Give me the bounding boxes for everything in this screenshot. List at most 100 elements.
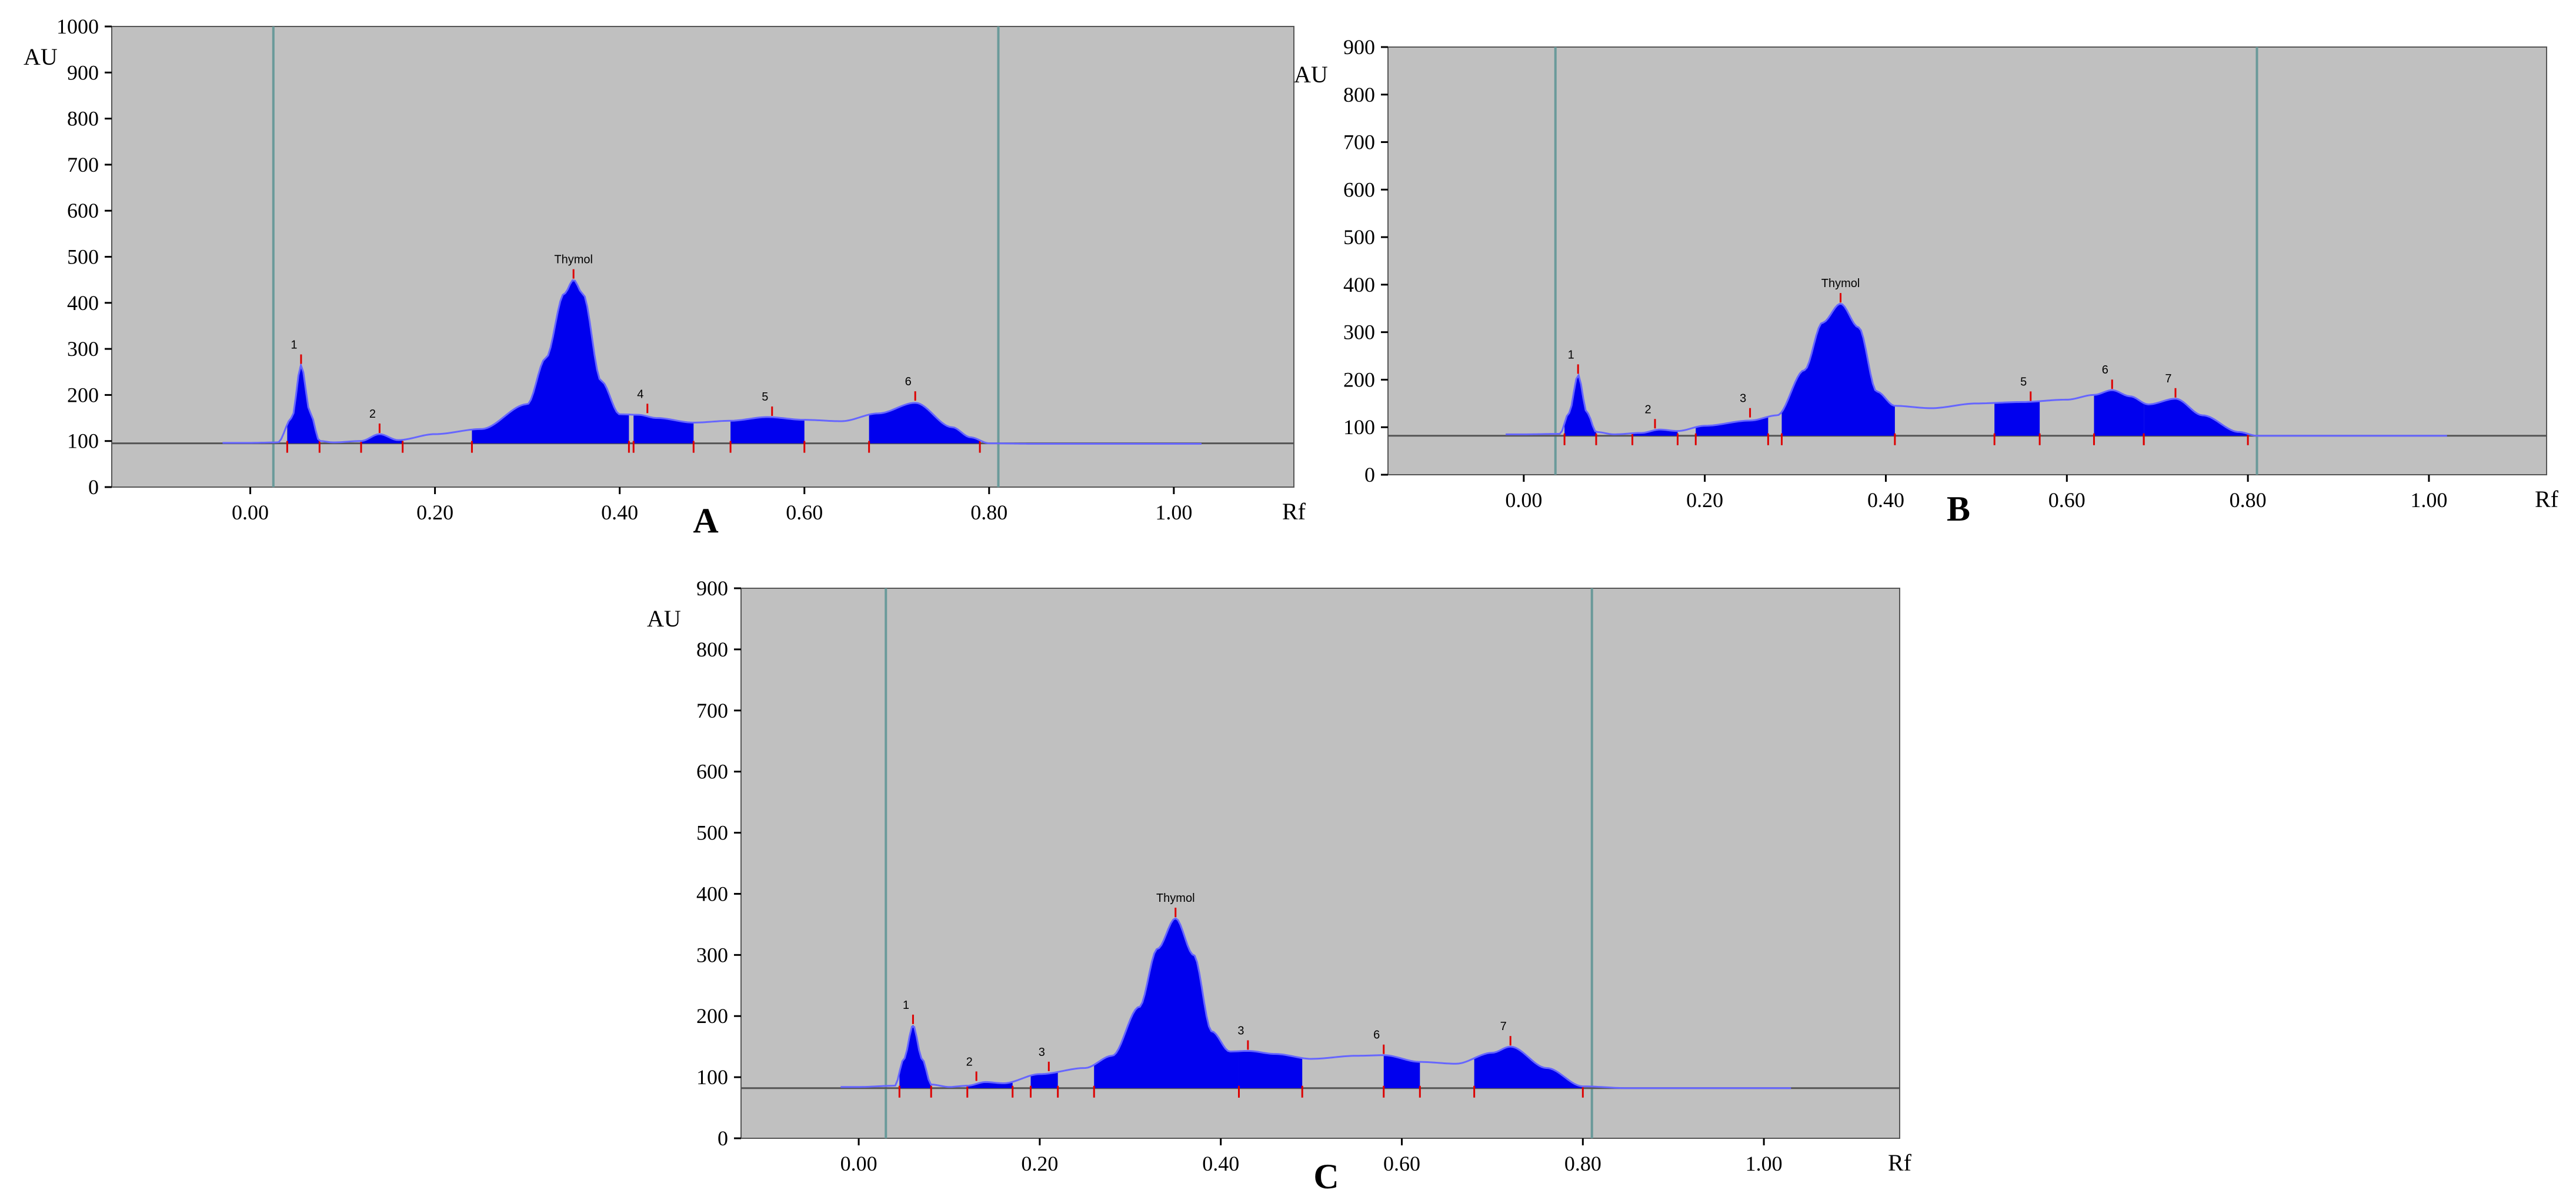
panel-a-x-tick-label: 0.20 <box>416 501 453 524</box>
panel-b-peak-area <box>2094 390 2144 436</box>
panel-b-plot-area <box>1387 46 2547 475</box>
panel-a-y-tick-label: 200 <box>67 383 99 406</box>
panel-c-y-axis-label: AU <box>647 605 681 632</box>
panel-a-x-axis-label: Rf <box>1282 498 1306 525</box>
panel-c-peak-label: 3 <box>1039 1046 1045 1059</box>
panel-a: 0 100 200 300 400 500 600 700 800 900 1000 0.00 0.20… <box>24 15 1306 540</box>
panel-a-y-tick-label: 600 <box>67 199 99 222</box>
panel-b-peak-area <box>1781 304 1895 436</box>
panel-b-peak-label: 3 <box>1740 392 1746 405</box>
panel-b-peak-label: 2 <box>1644 403 1651 416</box>
panel-a-x-tick-label: 0.40 <box>601 501 638 524</box>
panel-a-x-tick-label: 1.00 <box>1155 501 1192 524</box>
panel-b-x-tick-label: 0.80 <box>2230 488 2267 512</box>
panel-a-y-tick-label: 300 <box>67 337 99 361</box>
panel-c-y-tick-label: 200 <box>696 1004 728 1028</box>
panel-b-y-tick-label: 400 <box>1343 273 1375 296</box>
panel-c-trace-line <box>840 917 1791 1089</box>
panel-c-peak-label: Thymol <box>1156 892 1195 905</box>
panel-a-plot-area <box>111 26 1294 488</box>
panel-c-y-tick-label: 700 <box>696 699 728 722</box>
panel-a-peak-area <box>472 279 629 444</box>
panel-b-y-tick-label: 700 <box>1343 131 1375 154</box>
panel-a-peak-area <box>361 434 403 444</box>
panel-c-peak-area <box>1030 1072 1058 1088</box>
panel-c-y-tick-label: 300 <box>696 943 728 967</box>
panel-c-x-tick-label: 0.40 <box>1202 1152 1239 1175</box>
panel-b-y-tick-label: 800 <box>1343 83 1375 106</box>
panel-b-peak-label: Thymol <box>1821 277 1860 290</box>
panel-c-x-tick-label: 0.00 <box>840 1152 877 1175</box>
panel-b-y-tick-label: 900 <box>1343 35 1375 59</box>
panel-a-peak-label: 5 <box>762 391 768 404</box>
panel-c-y-tick-label: 900 <box>696 576 728 600</box>
panel-b-peak-area <box>1564 375 1596 436</box>
panel-b-x-axis-label: Rf <box>2535 486 2559 512</box>
panel-c: 0 100 200 300 400 500 600 700 800 900 0.00 0.20 0.40… <box>647 576 1912 1196</box>
panel-a-y-tick-label: 800 <box>67 107 99 131</box>
panel-c-peak-area <box>1383 1055 1420 1088</box>
panel-a-peak-label: Thymol <box>554 254 593 266</box>
panel-b-peak-area <box>2144 398 2248 436</box>
panel-b-y-tick-label: 100 <box>1343 415 1375 439</box>
panel-b-y-tick-label: 0 <box>1364 463 1375 486</box>
panel-a-y-axis-label: AU <box>24 44 58 70</box>
panel-b-peak-label: 6 <box>2102 364 2108 376</box>
panel-a-y-tick-label: 700 <box>67 153 99 176</box>
panel-c-x-tick-label: 0.20 <box>1021 1152 1058 1175</box>
panel-c-peak-area <box>1239 1051 1303 1088</box>
panel-b-trace-line <box>1506 302 2447 437</box>
panel-c-peak-label: 7 <box>1500 1020 1507 1033</box>
panel-c-x-tick-label: 0.60 <box>1383 1152 1420 1175</box>
panel-a-letter: A <box>693 501 718 540</box>
panel-c-x-axis-label: Rf <box>1888 1149 1912 1176</box>
panel-b-peak-label: 1 <box>1568 348 1574 361</box>
panel-b-y-tick-label: 600 <box>1343 178 1375 201</box>
panel-a-y-tick-label: 1000 <box>56 15 99 38</box>
panel-c-y-tick-label: 500 <box>696 821 728 845</box>
panel-c-y-tick-label: 600 <box>696 760 728 784</box>
panel-c-letter: C <box>1313 1157 1339 1196</box>
panel-b-y-tick-label: 200 <box>1343 368 1375 391</box>
panel-b-x-tick-label: 0.40 <box>1867 488 1904 512</box>
panel-b-x-tick-label: 0.60 <box>2048 488 2086 512</box>
panel-a-y-tick-label: 900 <box>67 61 99 84</box>
panel-c-plot-area <box>740 588 1900 1139</box>
panel-c-peak-area <box>1094 918 1239 1088</box>
panel-a-peak-label: 1 <box>291 339 297 352</box>
panel-a-peak-label: 4 <box>637 388 643 401</box>
panel-a-trace-line <box>222 279 1202 445</box>
panel-a-peak-area <box>633 414 694 444</box>
panel-c-y-tick-label: 400 <box>696 882 728 905</box>
panel-a-y-tick-label: 100 <box>67 429 99 453</box>
panel-b-peak-area <box>1632 429 1678 436</box>
panel-c-peak-area <box>1474 1047 1583 1088</box>
panel-c-peak-label: 3 <box>1237 1024 1244 1037</box>
panel-b-peak-label: 5 <box>2020 375 2027 388</box>
panel-c-y-tick-label: 800 <box>696 638 728 661</box>
panel-a-peak-area <box>730 416 805 444</box>
panel-c-peak-label: 1 <box>903 999 909 1012</box>
panel-c-peak-area <box>899 1025 932 1088</box>
panel-b-x-tick-label: 1.00 <box>2410 488 2447 512</box>
panel-b-peak-label: 7 <box>2165 372 2171 385</box>
panel-a-y-tick-label: 0 <box>88 475 99 499</box>
panel-a-y-tick-label: 400 <box>67 291 99 315</box>
panel-c-x-tick-label: 0.80 <box>1564 1152 1601 1175</box>
panel-b: 0 100 200 300 400 500 600 700 800 900 0.00 0.20 0.40… <box>1294 35 2559 528</box>
panel-b-peak-area <box>1696 416 1769 436</box>
panel-b-x-tick-label: 0.20 <box>1686 488 1723 512</box>
panel-c-peak-label: 6 <box>1373 1029 1380 1042</box>
panel-a-peak-area <box>287 365 320 444</box>
panel-a-x-tick-label: 0.80 <box>970 501 1007 524</box>
panel-c-y-tick-label: 100 <box>696 1065 728 1089</box>
panel-b-y-tick-label: 500 <box>1343 225 1375 249</box>
panel-a-peak-label: 6 <box>905 375 912 388</box>
panel-b-x-tick-label: 0.00 <box>1505 488 1542 512</box>
panel-a-y-tick-label: 500 <box>67 245 99 269</box>
panel-b-y-axis-label: AU <box>1294 61 1328 88</box>
panel-b-y-tick-label: 300 <box>1343 321 1375 344</box>
panel-a-peak-area <box>869 402 980 444</box>
